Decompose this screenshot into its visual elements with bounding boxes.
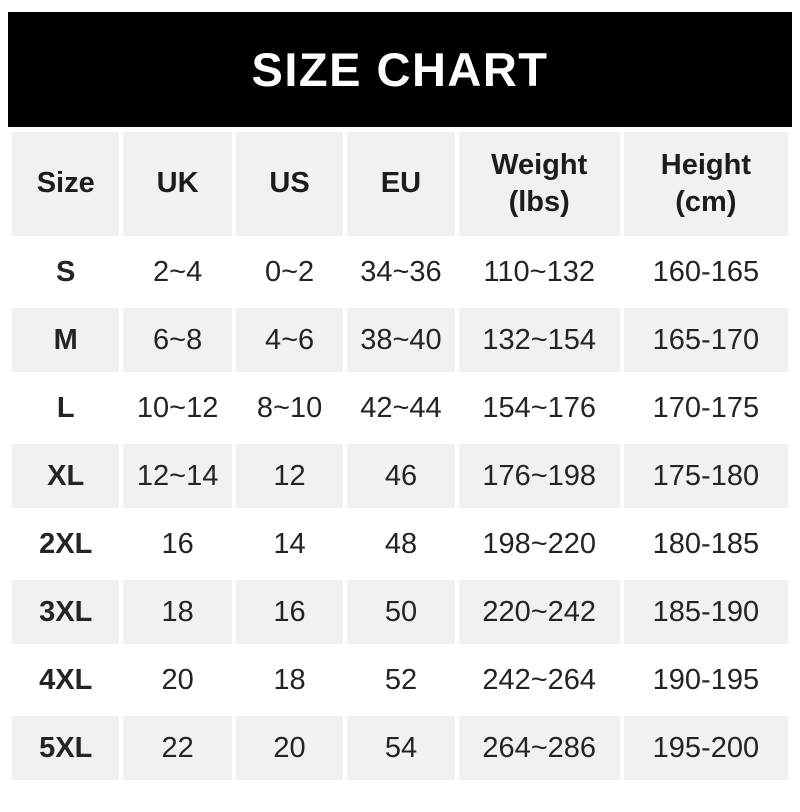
uk-cell: 2~4 — [123, 240, 232, 304]
page-title: SIZE CHART — [251, 43, 549, 96]
size-cell: 3XL — [12, 580, 120, 644]
table-row-3xl: 3XL 18 16 50 220~242 185-190 — [12, 580, 788, 644]
header-cell-weight: Weight (lbs) — [458, 132, 620, 236]
table-row-4xl: 4XL 20 18 52 242~264 190-195 — [12, 648, 788, 712]
header-cell-size: Size — [12, 132, 120, 236]
eu-cell: 48 — [347, 512, 455, 576]
eu-cell: 46 — [347, 444, 455, 508]
height-cell: 160-165 — [623, 240, 788, 304]
height-cell: 180-185 — [623, 512, 788, 576]
weight-cell: 176~198 — [458, 444, 620, 508]
weight-cell: 264~286 — [458, 716, 620, 780]
banner: SIZE CHART — [8, 12, 792, 127]
weight-cell: 132~154 — [458, 308, 620, 372]
us-cell: 16 — [235, 580, 344, 644]
header-label: Height — [660, 148, 751, 181]
table-row-xl: XL 12~14 12 46 176~198 175-180 — [12, 444, 788, 508]
weight-cell: 198~220 — [458, 512, 620, 576]
table-row-l: L 10~12 8~10 42~44 154~176 170-175 — [12, 376, 788, 440]
weight-cell: 154~176 — [458, 376, 620, 440]
height-cell: 185-190 — [623, 580, 788, 644]
header-cell-height: Height (cm) — [623, 132, 788, 236]
uk-cell: 12~14 — [123, 444, 232, 508]
eu-cell: 34~36 — [347, 240, 455, 304]
us-cell: 14 — [235, 512, 344, 576]
uk-cell: 18 — [123, 580, 232, 644]
weight-cell: 242~264 — [458, 648, 620, 712]
height-cell: 195-200 — [623, 716, 788, 780]
eu-cell: 38~40 — [347, 308, 455, 372]
header-sublabel: (lbs) — [508, 186, 570, 218]
uk-cell: 10~12 — [123, 376, 232, 440]
size-cell: 2XL — [12, 512, 120, 576]
uk-cell: 16 — [123, 512, 232, 576]
size-chart-table: Size UK US EU Weight (lbs) Height (cm) — [8, 128, 792, 784]
size-cell: XL — [12, 444, 120, 508]
uk-cell: 20 — [123, 648, 232, 712]
eu-cell: 50 — [347, 580, 455, 644]
table-row-s: S 2~4 0~2 34~36 110~132 160-165 — [12, 240, 788, 304]
header-label: US — [269, 167, 310, 200]
size-cell: M — [12, 308, 120, 372]
height-cell: 190-195 — [623, 648, 788, 712]
header-label: Size — [36, 167, 95, 200]
us-cell: 18 — [235, 648, 344, 712]
height-cell: 175-180 — [623, 444, 788, 508]
header-cell-eu: EU — [347, 132, 455, 236]
eu-cell: 42~44 — [347, 376, 455, 440]
uk-cell: 22 — [123, 716, 232, 780]
table-row-2xl: 2XL 16 14 48 198~220 180-185 — [12, 512, 788, 576]
header-label: UK — [156, 167, 199, 200]
eu-cell: 54 — [347, 716, 455, 780]
header-sublabel: (cm) — [675, 186, 737, 218]
size-cell: 4XL — [12, 648, 120, 712]
eu-cell: 52 — [347, 648, 455, 712]
header-label: EU — [380, 167, 422, 200]
size-cell: 5XL — [12, 716, 120, 780]
us-cell: 8~10 — [235, 376, 344, 440]
us-cell: 20 — [235, 716, 344, 780]
table-row-m: M 6~8 4~6 38~40 132~154 165-170 — [12, 308, 788, 372]
header-cell-us: US — [235, 132, 344, 236]
header-label: Weight — [491, 148, 588, 181]
header-row: Size UK US EU Weight (lbs) Height (cm) — [12, 132, 788, 236]
uk-cell: 6~8 — [123, 308, 232, 372]
us-cell: 12 — [235, 444, 344, 508]
weight-cell: 110~132 — [458, 240, 620, 304]
size-cell: S — [12, 240, 120, 304]
weight-cell: 220~242 — [458, 580, 620, 644]
height-cell: 165-170 — [623, 308, 788, 372]
header-cell-uk: UK — [123, 132, 232, 236]
table-row-5xl: 5XL 22 20 54 264~286 195-200 — [12, 716, 788, 780]
size-chart-page: SIZE CHART Size UK US EU Weight — [0, 12, 800, 812]
size-cell: L — [12, 376, 120, 440]
us-cell: 0~2 — [235, 240, 344, 304]
us-cell: 4~6 — [235, 308, 344, 372]
height-cell: 170-175 — [623, 376, 788, 440]
